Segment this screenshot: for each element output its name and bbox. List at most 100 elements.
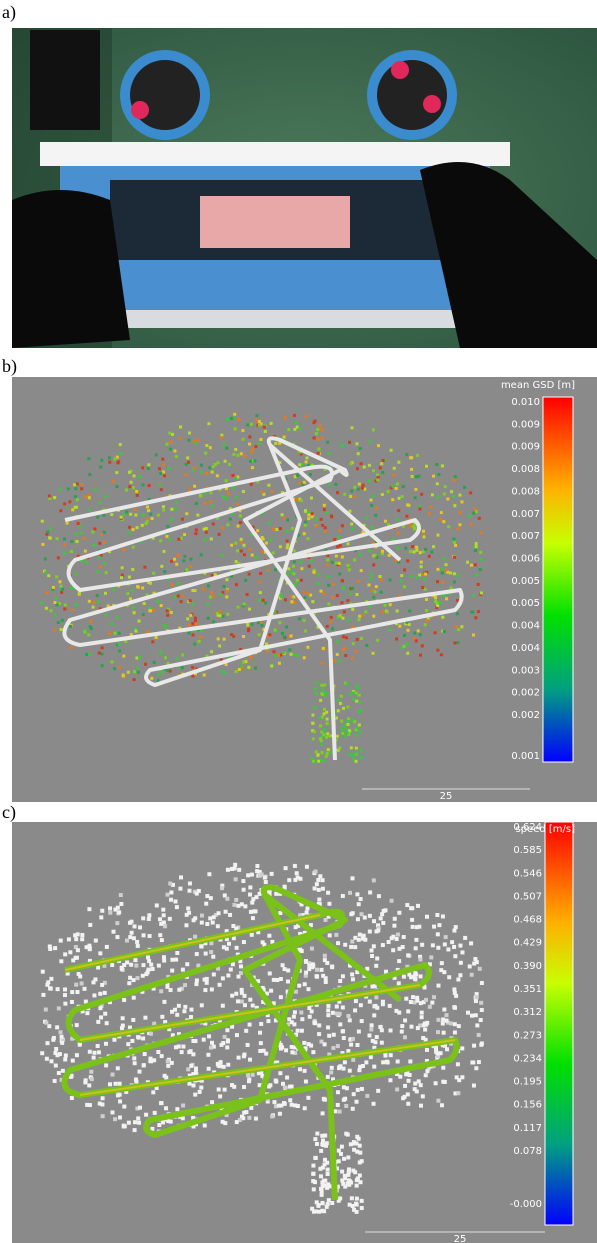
- point: [419, 654, 422, 657]
- point: [248, 548, 251, 551]
- point: [381, 943, 385, 947]
- point: [169, 898, 173, 902]
- point: [446, 497, 449, 500]
- point: [355, 892, 359, 896]
- point: [136, 976, 140, 980]
- point: [325, 511, 328, 514]
- point: [125, 510, 128, 513]
- colorbar-tick-label: 0.390: [513, 961, 542, 972]
- point: [261, 550, 264, 553]
- point: [232, 486, 235, 489]
- point: [290, 1085, 294, 1089]
- point: [225, 578, 228, 581]
- point: [315, 1200, 319, 1204]
- point: [101, 664, 104, 667]
- point: [293, 653, 296, 656]
- point: [315, 682, 318, 685]
- point: [225, 1028, 229, 1032]
- point: [255, 414, 258, 417]
- point: [479, 551, 482, 554]
- point: [128, 526, 131, 529]
- point: [177, 594, 180, 597]
- point: [331, 561, 334, 564]
- point: [379, 916, 383, 920]
- point: [336, 941, 340, 945]
- point: [194, 617, 197, 620]
- point: [475, 510, 478, 513]
- point: [412, 525, 415, 528]
- point: [220, 886, 224, 890]
- point: [300, 499, 303, 502]
- point: [112, 930, 116, 934]
- point: [414, 488, 417, 491]
- point: [52, 1036, 56, 1040]
- point: [369, 577, 372, 580]
- point: [222, 615, 225, 618]
- point: [181, 1103, 185, 1107]
- point: [195, 978, 199, 982]
- point: [136, 526, 139, 529]
- point: [368, 914, 372, 918]
- point: [255, 556, 258, 559]
- point: [171, 433, 174, 436]
- point: [370, 499, 373, 502]
- point: [313, 1156, 317, 1160]
- point: [470, 610, 473, 613]
- point: [242, 1053, 246, 1057]
- point: [346, 599, 349, 602]
- point: [53, 496, 56, 499]
- colorbar-tick-label: 0.009: [511, 442, 540, 453]
- point: [453, 556, 456, 559]
- point: [372, 428, 375, 431]
- point: [128, 485, 131, 488]
- point: [293, 560, 296, 563]
- point: [321, 428, 324, 431]
- point: [413, 527, 416, 530]
- point: [258, 424, 261, 427]
- point: [397, 461, 400, 464]
- point: [104, 613, 107, 616]
- point: [116, 1066, 120, 1070]
- point: [159, 1101, 163, 1105]
- point: [264, 430, 267, 433]
- point: [125, 960, 129, 964]
- point: [221, 526, 224, 529]
- point: [220, 1043, 224, 1047]
- point: [431, 493, 434, 496]
- point: [479, 1018, 483, 1022]
- point: [459, 511, 462, 514]
- point: [174, 508, 177, 511]
- point: [148, 609, 151, 612]
- point: [343, 1174, 347, 1178]
- point: [468, 514, 471, 517]
- point: [272, 650, 275, 653]
- point: [83, 987, 87, 991]
- point: [460, 1046, 464, 1050]
- point: [403, 1084, 407, 1088]
- point: [148, 484, 151, 487]
- point: [436, 568, 439, 571]
- point: [226, 973, 230, 977]
- point: [475, 542, 478, 545]
- point: [279, 527, 282, 530]
- point: [113, 908, 117, 912]
- point: [221, 976, 225, 980]
- point: [169, 440, 172, 443]
- point: [416, 576, 419, 579]
- point: [85, 561, 88, 564]
- point: [188, 488, 191, 491]
- point: [457, 574, 460, 577]
- point: [350, 972, 354, 976]
- point: [234, 477, 237, 480]
- point: [175, 501, 178, 504]
- point: [478, 967, 482, 971]
- point: [211, 505, 214, 508]
- point: [425, 465, 428, 468]
- point: [142, 1063, 146, 1067]
- point: [279, 977, 283, 981]
- point: [472, 962, 476, 966]
- point: [146, 518, 149, 521]
- point: [88, 653, 91, 656]
- point: [431, 943, 435, 947]
- point: [460, 950, 464, 954]
